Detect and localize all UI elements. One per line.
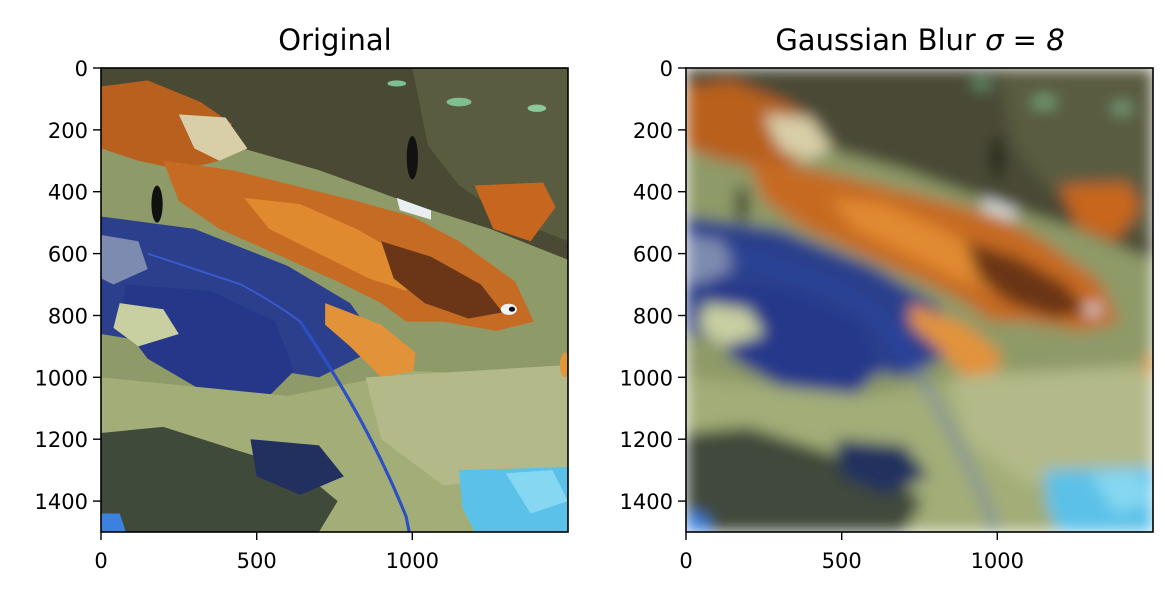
ytick-label: 200 [48,119,88,143]
ytick-label: 1000 [620,366,673,390]
xtick-label: 500 [822,549,862,573]
ytick-label: 0 [660,57,673,81]
ytick-label: 400 [633,181,673,205]
panel-original-title: Original [278,23,391,57]
ytick-label: 0 [75,57,88,81]
panel-blur-axes-frame [685,67,1154,533]
ytick-label: 1200 [35,428,88,452]
ytick-label: 1400 [620,490,673,514]
ytick-label: 600 [48,243,88,267]
panel-gaussian-blur: Gaussian Blur σ = 8 0 500 1000 [620,23,1154,573]
ytick-label: 1400 [35,490,88,514]
panel-blur-title: Gaussian Blur σ = 8 [775,23,1064,57]
panel-original: Original 0 500 1000 0 200 400 [35,23,569,573]
panel-original-axes-frame [100,67,569,533]
xtick-label: 1000 [971,549,1024,573]
panel-blur-image [686,68,1153,532]
panel-original-title-text: Original [278,23,391,57]
xtick-label: 1000 [386,549,439,573]
panel-blur-yticks: 0 200 400 600 800 1000 1200 1400 [620,57,686,514]
ytick-label: 800 [48,305,88,329]
ytick-label: 800 [633,305,673,329]
panel-blur-xticks: 0 500 1000 [679,532,1024,573]
xtick-label: 0 [94,549,107,573]
ytick-label: 400 [48,181,88,205]
panel-blur-title-text: Gaussian Blur [775,23,985,57]
ytick-label: 1200 [620,428,673,452]
ytick-label: 1000 [35,366,88,390]
panel-original-yticks: 0 200 400 600 800 1000 1200 1400 [35,57,101,514]
panel-original-image [101,68,568,532]
xtick-label: 500 [237,549,277,573]
panel-original-xticks: 0 500 1000 [94,532,439,573]
ytick-label: 600 [633,243,673,267]
xtick-label: 0 [679,549,692,573]
ytick-label: 200 [633,119,673,143]
panel-blur-title-math: σ = 8 [985,23,1065,57]
